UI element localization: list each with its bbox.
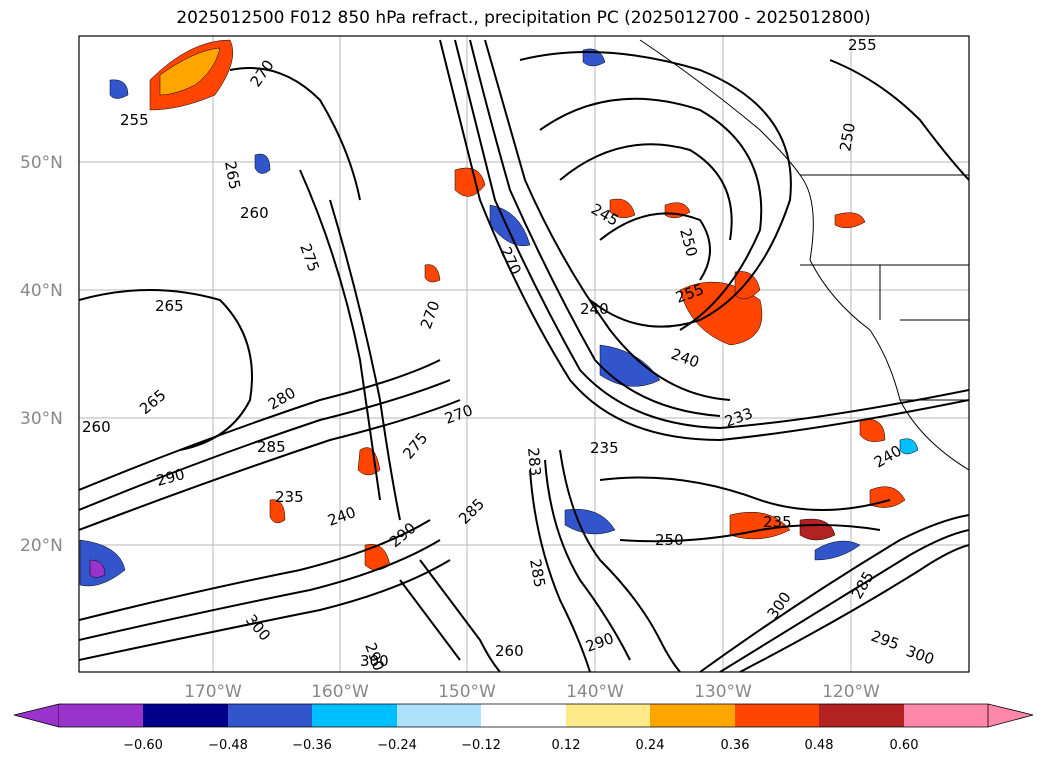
lon-tick-label: 140°W (566, 682, 624, 702)
colorbar-tick-label: −0.48 (208, 738, 248, 753)
colorbar-segment (819, 704, 904, 727)
contour-label: 240 (580, 300, 609, 318)
colorbar-tick-label: −0.24 (377, 738, 417, 753)
colorbar: −0.60 −0.48 −0.36 −0.24 −0.12 0.12 0.24 … (13, 703, 1034, 753)
colorbar-tick-label: 0.12 (552, 738, 581, 753)
contour-label: 285 (257, 438, 286, 456)
contour-label: 255 (120, 111, 149, 129)
gridlines (79, 36, 969, 672)
colorbar-segment (59, 704, 143, 727)
contour-label: 260 (82, 418, 111, 436)
lon-tick-labels: 170°W 160°W 150°W 140°W 130°W 120°W (184, 682, 880, 702)
lat-tick-label: 30°N (20, 409, 63, 429)
lat-tick-label: 50°N (20, 153, 63, 173)
coastlines (639, 39, 969, 471)
contour-label: 300 (360, 652, 389, 670)
contour-label: 235 (590, 439, 619, 457)
colorbar-tick-label: 0.36 (721, 738, 750, 753)
colorbar-segment (13, 703, 60, 728)
colorbar-segment (312, 704, 397, 727)
lon-tick-label: 150°W (438, 682, 496, 702)
colorbar-segment (735, 704, 819, 727)
colorbar-segment (904, 704, 988, 727)
precip-patches (79, 39, 919, 587)
colorbar-segment (228, 704, 312, 727)
contour-label: 235 (275, 488, 304, 506)
map-title: 2025012500 F012 850 hPa refract., precip… (176, 8, 871, 28)
contour-label: 260 (240, 204, 269, 222)
colorbar-segment (987, 703, 1034, 728)
colorbar-segment (143, 704, 228, 727)
colorbar-tick-label: −0.60 (123, 738, 163, 753)
contour-label: 265 (155, 297, 184, 315)
lon-tick-label: 160°W (311, 682, 369, 702)
contour-label: 235 (763, 513, 792, 531)
colorbar-tick-labels: −0.60 −0.48 −0.36 −0.24 −0.12 0.12 0.24 … (123, 738, 918, 753)
contour-label: 250 (836, 121, 859, 152)
colorbar-tick-label: −0.12 (461, 738, 501, 753)
colorbar-segment (566, 704, 650, 727)
contour-label: 260 (495, 642, 524, 660)
colorbar-segment (650, 704, 735, 727)
contour-label: 283 (524, 447, 544, 477)
lat-tick-label: 20°N (20, 536, 63, 556)
lon-tick-label: 170°W (184, 682, 242, 702)
colorbar-segment (397, 704, 481, 727)
lat-tick-label: 40°N (20, 281, 63, 301)
colorbar-tick-label: −0.36 (292, 738, 332, 753)
lon-tick-label: 130°W (694, 682, 752, 702)
contour-label: 255 (848, 36, 877, 54)
contour-label: 250 (655, 531, 684, 549)
colorbar-segment (481, 704, 566, 727)
lat-tick-labels: 50°N 40°N 30°N 20°N (20, 153, 63, 556)
contour-label: 265 (221, 160, 244, 191)
plot-area (78, 35, 970, 673)
contour-label: 285 (526, 558, 549, 589)
colorbar-tick-label: 0.48 (805, 738, 834, 753)
colorbar-tick-label: 0.60 (890, 738, 919, 753)
colorbar-tick-label: 0.24 (636, 738, 665, 753)
lon-tick-label: 120°W (822, 682, 880, 702)
contour-lines (79, 39, 969, 672)
